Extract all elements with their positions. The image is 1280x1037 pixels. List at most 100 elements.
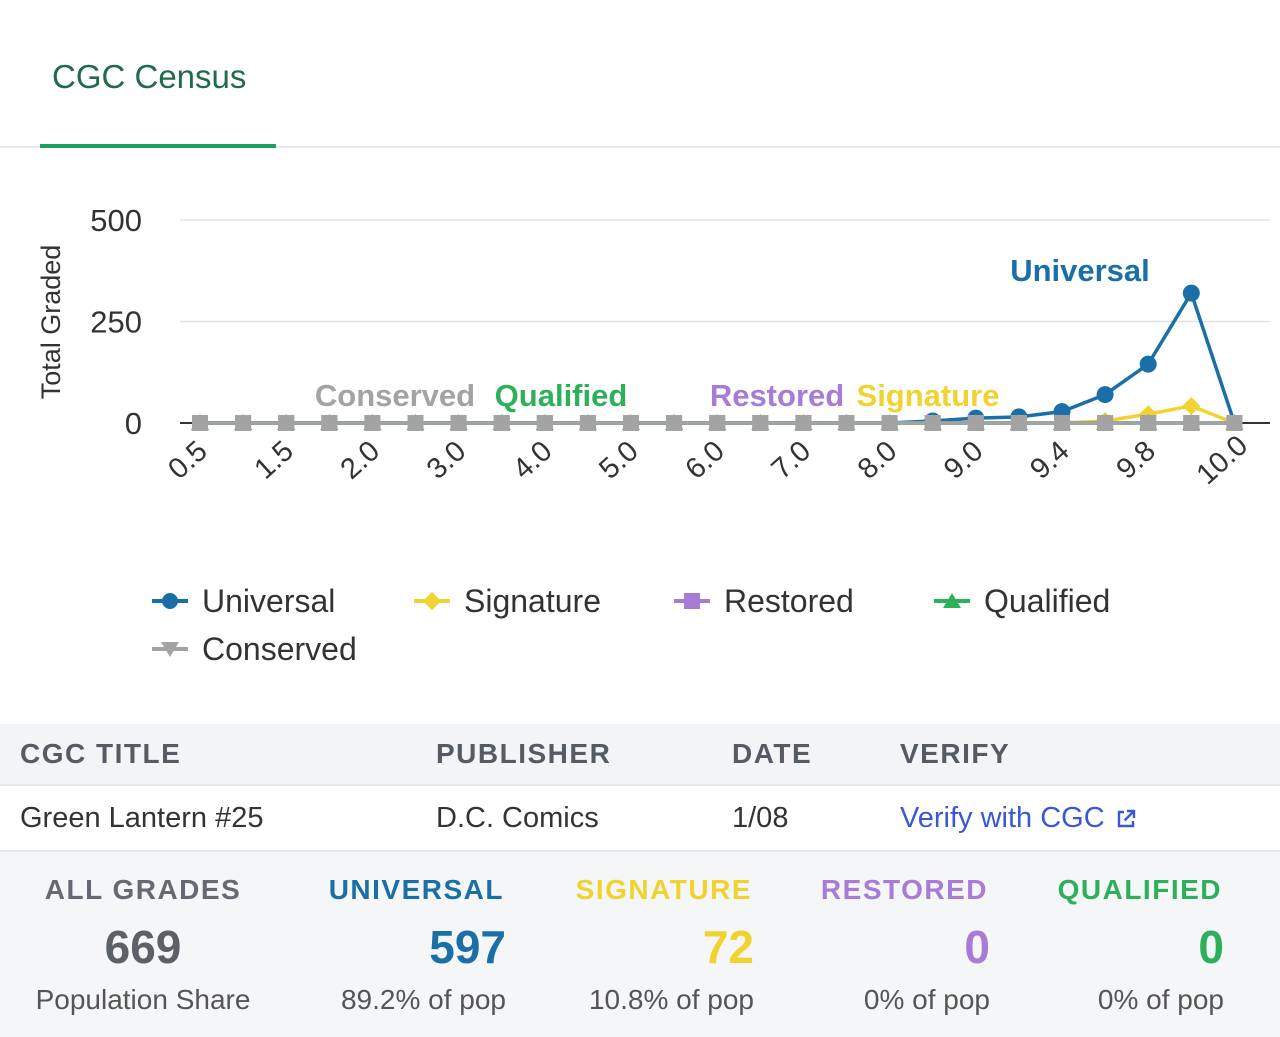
census-table: CGC TITLE PUBLISHER DATE VERIFY Green La… bbox=[0, 724, 1280, 852]
series-annotation: Conserved bbox=[315, 378, 475, 413]
data-point bbox=[623, 415, 639, 431]
cell-date: 1/08 bbox=[732, 802, 789, 834]
x-tick-label: 0.5 bbox=[162, 435, 213, 486]
legend-item-conserved[interactable]: Conserved bbox=[150, 626, 357, 672]
active-tab-indicator bbox=[40, 144, 276, 148]
verify-with-cgc-link[interactable]: Verify with CGC bbox=[900, 802, 1137, 835]
census-chart: 0 250 500 Total Graded 0.5 1.5 2.0 3.0 4.0 5.0 6… bbox=[36, 203, 1270, 492]
stat-subtext: 0% of pop bbox=[1097, 984, 1224, 1015]
population-stats: ALL GRADES 669 Population Share UNIVERSA… bbox=[0, 852, 1280, 1037]
data-point bbox=[666, 415, 683, 431]
legend-item-qualified[interactable]: Qualified bbox=[932, 578, 1110, 624]
stat-value: 597 bbox=[429, 921, 506, 973]
series-conserved bbox=[192, 415, 1243, 431]
line-square-marker-icon bbox=[674, 593, 710, 609]
data-point bbox=[493, 415, 510, 431]
series-annotation: Restored bbox=[710, 378, 844, 413]
series-annotation: Universal bbox=[1010, 253, 1150, 288]
data-point bbox=[881, 415, 898, 431]
cell-title: Green Lantern #25 bbox=[20, 802, 264, 834]
column-header-date: DATE bbox=[732, 738, 813, 769]
tab-cgc-census[interactable]: CGC Census bbox=[40, 0, 276, 148]
table-row: Green Lantern #25 D.C. Comics 1/08 Verif… bbox=[0, 786, 1280, 852]
y-tick-label: 250 bbox=[90, 305, 142, 340]
line-triangle-down-marker-icon bbox=[152, 642, 188, 657]
data-point bbox=[579, 415, 596, 431]
verify-link-label: Verify with CGC bbox=[900, 802, 1105, 834]
data-point bbox=[1097, 415, 1114, 431]
legend-item-restored[interactable]: Restored bbox=[672, 578, 854, 624]
series-annotation: Signature bbox=[857, 378, 1000, 413]
column-header-publisher: PUBLISHER bbox=[436, 738, 612, 769]
stat-value: 669 bbox=[104, 921, 182, 973]
stat-label: RESTORED bbox=[820, 874, 988, 905]
x-tick-label: 8.0 bbox=[852, 435, 903, 486]
data-point bbox=[1096, 386, 1114, 404]
column-header-title: CGC TITLE bbox=[20, 738, 182, 769]
data-point bbox=[450, 415, 467, 431]
stat-label: UNIVERSAL bbox=[328, 874, 504, 905]
x-tick-label: 9.0 bbox=[938, 435, 989, 486]
y-axis-label: Total Graded bbox=[36, 245, 66, 400]
stat-label: SIGNATURE bbox=[575, 874, 752, 905]
series-annotation: Qualified bbox=[495, 378, 628, 413]
stat-subtext: 0% of pop bbox=[863, 984, 990, 1015]
data-point bbox=[278, 415, 295, 431]
legend-label: Signature bbox=[464, 582, 601, 619]
x-tick-label: 7.0 bbox=[766, 435, 817, 486]
data-point bbox=[709, 415, 726, 431]
external-link-icon bbox=[1117, 809, 1135, 827]
y-tick-label: 0 bbox=[125, 406, 142, 441]
line-circle-marker-icon bbox=[152, 593, 188, 609]
x-tick-label: 3.0 bbox=[421, 435, 472, 486]
stat-label: QUALIFIED bbox=[1057, 874, 1222, 905]
data-point bbox=[407, 415, 424, 431]
y-tick-label: 500 bbox=[90, 203, 142, 238]
data-point bbox=[1226, 415, 1243, 431]
legend-label: Conserved bbox=[202, 630, 357, 667]
data-point bbox=[536, 415, 553, 431]
data-point bbox=[967, 415, 984, 431]
tab-bar: CGC Census bbox=[0, 0, 1280, 148]
data-point bbox=[752, 415, 769, 431]
x-tick-label: 4.0 bbox=[507, 435, 558, 486]
data-point bbox=[1182, 396, 1201, 415]
x-tick-label: 2.0 bbox=[335, 435, 386, 486]
data-point bbox=[235, 415, 252, 431]
stat-label: ALL GRADES bbox=[44, 874, 242, 905]
cell-publisher: D.C. Comics bbox=[436, 802, 599, 834]
line-triangle-marker-icon bbox=[934, 593, 970, 608]
legend-label: Universal bbox=[202, 582, 336, 619]
data-point bbox=[321, 415, 338, 431]
data-point bbox=[795, 415, 812, 431]
data-point bbox=[1183, 415, 1200, 431]
legend-item-signature[interactable]: Signature bbox=[412, 578, 601, 624]
legend-label: Qualified bbox=[984, 582, 1111, 619]
data-point bbox=[1140, 415, 1157, 431]
legend-item-universal[interactable]: Universal bbox=[150, 578, 335, 624]
x-tick-label: 5.0 bbox=[593, 435, 644, 486]
data-point bbox=[1182, 284, 1200, 302]
x-tick-label: 1.5 bbox=[248, 435, 299, 486]
line-diamond-marker-icon bbox=[414, 592, 450, 610]
data-point bbox=[1054, 415, 1070, 431]
x-tick-label: 6.0 bbox=[679, 435, 730, 486]
stat-value: 0 bbox=[1198, 921, 1224, 973]
stat-subtext: Population Share bbox=[35, 984, 251, 1015]
x-tick-label: 9.4 bbox=[1024, 435, 1075, 486]
stat-subtext: 10.8% of pop bbox=[588, 984, 754, 1015]
data-point bbox=[838, 415, 855, 431]
x-tick-label: 9.8 bbox=[1110, 435, 1161, 486]
data-point bbox=[1010, 415, 1027, 431]
data-point bbox=[1139, 355, 1157, 373]
stat-value: 0 bbox=[964, 921, 990, 973]
stat-value: 72 bbox=[702, 921, 754, 973]
column-header-verify: VERIFY bbox=[900, 738, 1011, 769]
tab-label: CGC Census bbox=[52, 58, 247, 95]
data-point bbox=[924, 415, 941, 431]
table-header: CGC TITLE PUBLISHER DATE VERIFY bbox=[0, 724, 1280, 786]
legend-label: Restored bbox=[724, 582, 854, 619]
stat-subtext: 89.2% of pop bbox=[340, 984, 506, 1015]
data-point bbox=[192, 415, 208, 431]
x-tick-label: 10.0 bbox=[1191, 430, 1254, 492]
